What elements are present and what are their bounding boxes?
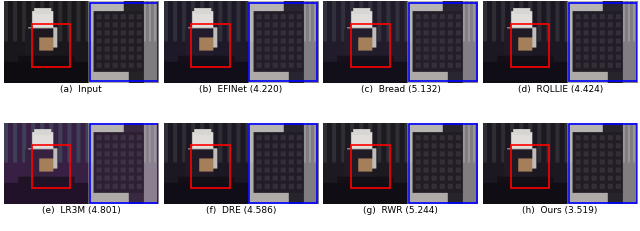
Bar <box>191 146 230 188</box>
Bar <box>351 25 390 67</box>
Text: (c)  Bread (5.132): (c) Bread (5.132) <box>360 85 440 94</box>
Bar <box>250 125 317 203</box>
Bar <box>409 4 477 82</box>
Text: (g)  RWR (5.244): (g) RWR (5.244) <box>363 206 438 215</box>
Text: (f)  DRE (4.586): (f) DRE (4.586) <box>205 206 276 215</box>
Bar <box>31 146 70 188</box>
Bar <box>31 25 70 67</box>
Bar <box>511 25 549 67</box>
Bar <box>569 125 637 203</box>
Bar <box>511 146 549 188</box>
Bar <box>250 4 317 82</box>
Text: (b)  EFINet (4.220): (b) EFINet (4.220) <box>199 85 282 94</box>
Text: (h)  Ours (3.519): (h) Ours (3.519) <box>522 206 598 215</box>
Bar <box>191 25 230 67</box>
Text: (a)  Input: (a) Input <box>60 85 102 94</box>
Bar <box>90 125 157 203</box>
Text: (e)  LR3M (4.801): (e) LR3M (4.801) <box>42 206 120 215</box>
Bar <box>351 146 390 188</box>
Text: (d)  RQLLIE (4.424): (d) RQLLIE (4.424) <box>518 85 603 94</box>
Bar <box>569 4 637 82</box>
Bar <box>409 125 477 203</box>
Bar <box>90 4 157 82</box>
